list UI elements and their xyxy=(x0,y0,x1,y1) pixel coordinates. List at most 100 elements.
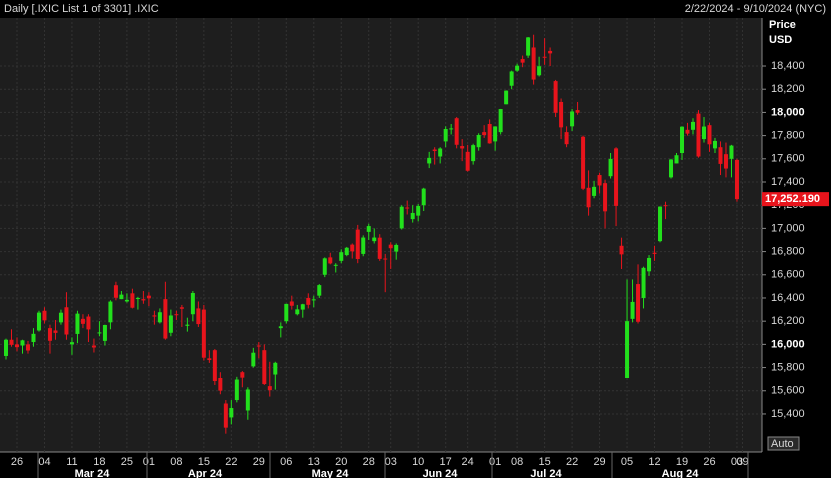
candle-body xyxy=(515,65,520,71)
candle-body xyxy=(212,350,217,382)
candle-body xyxy=(625,321,630,379)
x-tick-label: 19 xyxy=(676,456,688,468)
month-label: May 24 xyxy=(312,468,350,478)
candle-body xyxy=(355,229,360,260)
x-tick-label: 29 xyxy=(253,456,265,468)
candle-body xyxy=(190,292,195,315)
candle-body xyxy=(482,132,487,136)
candle-body xyxy=(262,350,267,385)
candle-body xyxy=(531,47,536,80)
candle-body xyxy=(476,135,481,148)
x-tick-label: 03 xyxy=(731,456,743,468)
candle-body xyxy=(317,285,322,296)
candle-body xyxy=(537,66,542,76)
candle-body xyxy=(465,151,470,171)
candle-body xyxy=(251,352,256,367)
candle-body xyxy=(608,158,613,177)
candle-body xyxy=(207,358,212,361)
candle-body xyxy=(394,244,399,252)
candle-body xyxy=(647,257,652,272)
candle-body xyxy=(520,59,525,63)
candle-body xyxy=(723,154,728,169)
x-tick-label: 12 xyxy=(648,456,660,468)
candle-body xyxy=(223,403,228,428)
chart-title: Daily [.IXIC List 1 of 3301] .IXIC xyxy=(4,3,159,15)
candle-body xyxy=(174,314,179,316)
candle-body xyxy=(47,328,52,341)
y-tick-label: 18,200 xyxy=(771,83,805,95)
candle-body xyxy=(333,264,338,266)
candle-body xyxy=(685,129,690,134)
x-tick-label: 06 xyxy=(280,456,292,468)
candle-body xyxy=(669,159,674,178)
candle-body xyxy=(603,183,608,212)
candle-body xyxy=(218,378,223,391)
candle-body xyxy=(119,294,124,300)
y-tick-label: 17,400 xyxy=(771,176,805,188)
candle-body xyxy=(432,149,437,152)
candle-body xyxy=(652,252,657,254)
candle-body xyxy=(427,157,432,164)
candle-body xyxy=(185,324,190,326)
month-label: Apr 24 xyxy=(188,468,223,478)
candle-body xyxy=(718,147,723,164)
candle-body xyxy=(449,128,454,130)
candle-body xyxy=(267,386,272,391)
candle-body xyxy=(498,109,503,133)
y-axis-label: Price xyxy=(769,19,796,31)
month-label: Jul 24 xyxy=(530,468,562,478)
candle-body xyxy=(36,312,41,331)
candle-body xyxy=(701,126,706,140)
candle-body xyxy=(289,301,294,306)
scale-mode[interactable]: Auto xyxy=(771,438,794,450)
candle-body xyxy=(592,186,597,196)
candle-body xyxy=(707,125,712,145)
candle-body xyxy=(284,303,289,322)
candle-body xyxy=(421,188,426,206)
candle-body xyxy=(377,237,382,259)
candle-body xyxy=(311,299,316,301)
x-tick-label: 22 xyxy=(566,456,578,468)
candle-body xyxy=(152,315,157,317)
x-tick-label: 28 xyxy=(363,456,375,468)
auto-button[interactable] xyxy=(767,436,800,451)
candle-body xyxy=(350,244,355,252)
x-tick-label: 25 xyxy=(121,456,133,468)
candle-body xyxy=(416,206,421,216)
candle-body xyxy=(306,297,311,305)
candle-body xyxy=(240,372,245,378)
y-tick-label: 16,800 xyxy=(771,245,805,257)
candle-body xyxy=(641,267,646,298)
candle-body xyxy=(141,299,146,301)
candle-body xyxy=(526,37,531,56)
candle-body xyxy=(201,309,206,358)
candle-body xyxy=(559,101,564,128)
candle-body xyxy=(460,146,465,149)
candle-body xyxy=(234,379,239,401)
x-tick-label: 20 xyxy=(335,456,347,468)
x-tick-label: 08 xyxy=(170,456,182,468)
candle-body xyxy=(344,247,349,256)
candle-body xyxy=(388,244,393,249)
x-tick-label: 05 xyxy=(621,456,633,468)
candle-body xyxy=(734,159,739,200)
y-axis-unit: USD xyxy=(769,34,792,46)
x-tick-label: 01 xyxy=(489,456,501,468)
candle-body xyxy=(691,121,695,130)
candle-body xyxy=(20,340,25,346)
candle-body xyxy=(245,389,250,411)
candle-body xyxy=(58,312,63,323)
x-tick-label: 18 xyxy=(93,456,105,468)
candle-body xyxy=(487,124,492,144)
month-label: Jun 24 xyxy=(423,468,459,478)
candle-body xyxy=(405,207,410,209)
candle-body xyxy=(553,81,558,113)
candle-body xyxy=(80,318,85,324)
candle-body xyxy=(256,345,261,347)
candle-body xyxy=(102,325,107,341)
candle-body xyxy=(410,212,415,220)
candle-body xyxy=(619,245,624,255)
candle-body xyxy=(729,145,734,159)
y-tick-label: 16,400 xyxy=(771,292,805,304)
candle-body xyxy=(146,295,151,299)
